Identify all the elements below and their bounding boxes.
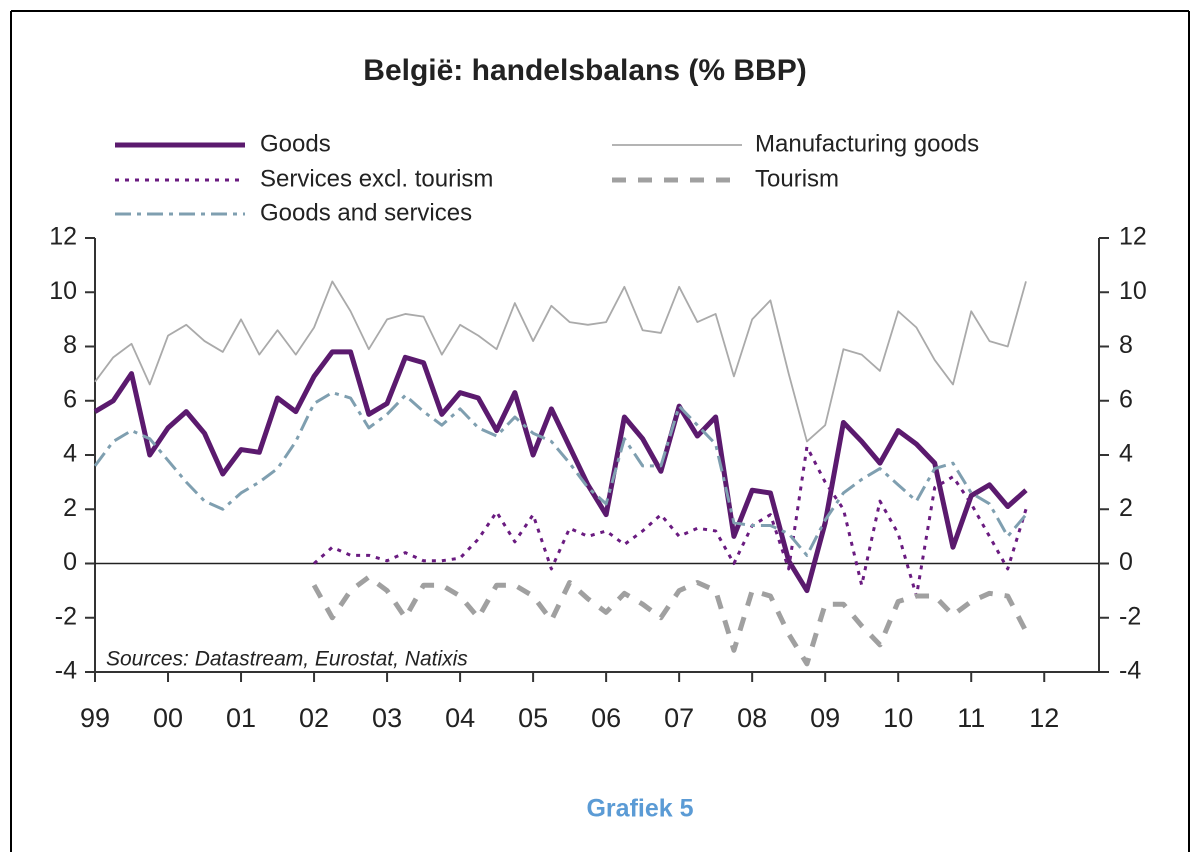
legend-label: Goods xyxy=(260,130,331,157)
x-tick-label: 11 xyxy=(957,703,985,733)
x-tick-label: 06 xyxy=(591,703,621,733)
caption: Grafiek 5 xyxy=(586,795,693,823)
x-tick-label: 99 xyxy=(80,703,110,733)
y2-tick-label: 8 xyxy=(1119,331,1133,359)
series-line xyxy=(94,280,1027,443)
x-tick-label: 08 xyxy=(737,703,767,733)
x-tick-label: 00 xyxy=(153,703,183,733)
series-line xyxy=(93,391,1028,557)
x-tick-label: 05 xyxy=(518,703,548,733)
legend-label: Tourism xyxy=(755,165,839,192)
legend-label: Services excl. tourism xyxy=(260,165,493,192)
x-tick-label: 12 xyxy=(1029,703,1059,733)
y2-tick-label: 0 xyxy=(1119,548,1133,576)
y2-tick-label: 10 xyxy=(1119,277,1147,305)
x-tick-label: 07 xyxy=(664,703,694,733)
y-tick-label: -2 xyxy=(55,602,77,630)
legend-label: Goods and services xyxy=(260,199,472,226)
chart-title: België: handelsbalans (% BBP) xyxy=(363,54,806,87)
x-tick-label: 04 xyxy=(445,703,475,733)
y-tick-label: 4 xyxy=(63,440,77,468)
y-tick-label: 8 xyxy=(63,331,77,359)
y2-tick-label: -2 xyxy=(1119,602,1141,630)
annotation: Sources: Datastream, Eurostat, Natixis xyxy=(106,648,468,671)
y2-tick-label: 4 xyxy=(1119,440,1133,468)
y-tick-label: -4 xyxy=(55,657,77,685)
y2-tick-label: 12 xyxy=(1119,223,1147,251)
series-line xyxy=(311,574,1029,667)
y-tick-label: 0 xyxy=(63,548,77,576)
x-tick-label: 03 xyxy=(372,703,402,733)
series-line xyxy=(93,349,1028,594)
legend-label: Manufacturing goods xyxy=(755,130,979,157)
y-tick-label: 2 xyxy=(63,494,77,522)
y-tick-label: 12 xyxy=(49,223,77,251)
y2-tick-label: 6 xyxy=(1119,385,1133,413)
x-tick-label: 01 xyxy=(226,703,256,733)
series-line xyxy=(313,445,1028,598)
x-tick-label: 09 xyxy=(810,703,840,733)
y-tick-label: 6 xyxy=(63,385,77,413)
x-tick-label: 02 xyxy=(299,703,329,733)
x-tick-label: 10 xyxy=(883,703,913,733)
y-tick-label: 10 xyxy=(49,277,77,305)
y2-tick-label: 2 xyxy=(1119,494,1133,522)
y2-tick-label: -4 xyxy=(1119,657,1141,685)
